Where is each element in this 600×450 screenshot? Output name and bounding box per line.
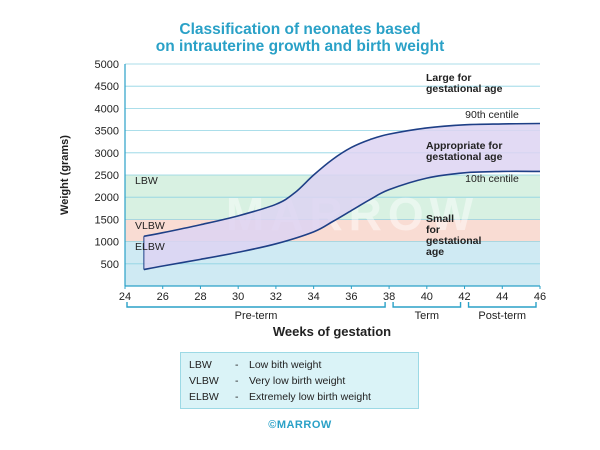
- series-90th-centile: [143, 122, 541, 238]
- y-tick-label: 4000: [95, 103, 119, 115]
- chart-title-line-1: Classification of neonates based: [179, 21, 421, 38]
- legend-text: Extremely low birth weight: [249, 391, 371, 403]
- x-axis-title: Weeks of gestation: [273, 324, 391, 339]
- region-label-line: gestational age: [426, 151, 503, 163]
- chart-title-line-2: on intrauterine growth and birth weight: [155, 38, 445, 55]
- legend-abbr: VLBW: [189, 375, 219, 387]
- legend-text: Low bith weight: [249, 359, 322, 371]
- legend-abbr: ELBW: [189, 391, 219, 403]
- term-bracket: [126, 302, 386, 308]
- term-bracket: [392, 302, 462, 308]
- x-tick-label: 24: [119, 291, 131, 303]
- x-tick-label: 26: [157, 291, 169, 303]
- y-tick-label: 2500: [95, 170, 119, 182]
- x-tick-label: 30: [232, 291, 244, 303]
- y-tick-label: 2000: [95, 192, 119, 204]
- region-label-line: gestational age: [426, 83, 503, 95]
- region-label-line: age: [426, 246, 444, 258]
- region-label-line: Appropriate for: [426, 140, 502, 152]
- y-axis-title: Weight (grams): [59, 135, 71, 215]
- legend-row-elbw: ELBW - Extremely low birth weight: [189, 391, 371, 403]
- series-label-10th: 10th centile: [465, 173, 519, 185]
- legend-text: Very low birth weight: [249, 375, 346, 387]
- x-tick-label: 34: [308, 291, 320, 303]
- series-label-90th: 90th centile: [465, 109, 519, 121]
- appropriate-growth-region: [143, 123, 540, 270]
- series-10th-centile: [143, 170, 541, 271]
- region-label-line: Small: [426, 213, 454, 225]
- y-tick-label: 3500: [95, 126, 119, 138]
- region-label-line: Large for: [426, 72, 472, 84]
- x-tick-label: 32: [270, 291, 282, 303]
- y-tick-label: 500: [101, 259, 119, 271]
- y-tick-label: 3000: [95, 148, 119, 160]
- band-label-lbw: LBW: [135, 175, 158, 187]
- term-label: Post-term: [478, 310, 526, 322]
- y-tick-label: 1000: [95, 237, 119, 249]
- legend-row-vlbw: VLBW - Very low birth weight: [189, 375, 346, 387]
- x-tick-label: 44: [496, 291, 508, 303]
- y-tick-label: 1500: [95, 214, 119, 226]
- legend-row-lbw: LBW - Low bith weight: [189, 359, 322, 371]
- x-tick-label: 46: [534, 291, 546, 303]
- x-tick-label: 40: [421, 291, 433, 303]
- x-tick-label: 38: [383, 291, 395, 303]
- region-label-line: for: [426, 224, 440, 236]
- term-bracket: [467, 302, 537, 308]
- y-tick-label: 4500: [95, 81, 119, 93]
- x-tick-label: 28: [194, 291, 206, 303]
- x-tick-label: 36: [345, 291, 357, 303]
- term-label: Term: [415, 310, 439, 322]
- abbreviation-legend: LBW - Low bith weight VLBW - Very low birth …: [180, 352, 419, 409]
- band-label-vlbw: VLBW: [135, 220, 165, 232]
- term-label: Pre-term: [235, 310, 278, 322]
- x-tick-label: 42: [458, 291, 470, 303]
- footer-copyright: ©MARROW: [268, 419, 332, 431]
- legend-abbr: LBW: [189, 359, 212, 371]
- y-tick-label: 5000: [95, 59, 119, 71]
- region-label-line: gestational: [426, 235, 482, 247]
- band-label-elbw: ELBW: [135, 241, 165, 253]
